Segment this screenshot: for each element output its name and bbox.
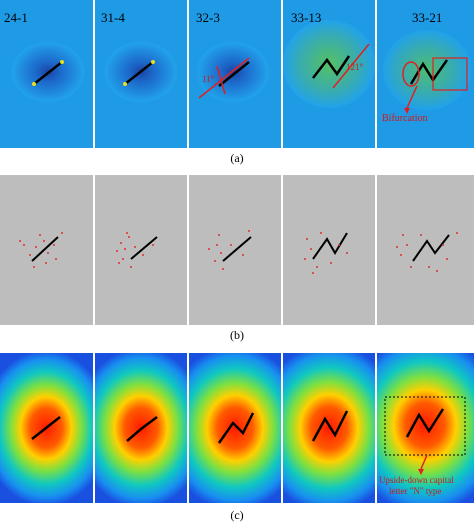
- strain-panel-33-13: [283, 0, 375, 148]
- strain-panel-24-1: [0, 0, 93, 148]
- stage-label: 33-13: [291, 10, 322, 25]
- damage-panel-3: [189, 175, 281, 325]
- heat-panel-3: [189, 353, 281, 503]
- crack-line: [312, 55, 351, 79]
- stage-label: 32-3: [196, 10, 220, 25]
- row-c-heat-maps: Upside-down capital letter "N" type: [0, 353, 474, 503]
- n-type-box: [384, 396, 466, 456]
- damage-panel-5: [377, 175, 474, 325]
- heat-panel-1: [0, 353, 93, 503]
- row-b-damage-maps: [0, 175, 474, 325]
- crack-line: [409, 59, 449, 85]
- n-type-annotation-line2: letter "N" type: [389, 486, 442, 496]
- heat-panel-4: [283, 353, 375, 503]
- angle-reference-line-2: [216, 65, 226, 95]
- angle-label: 121°: [346, 62, 364, 72]
- angle-reference-line: [198, 57, 250, 99]
- caption-a: (a): [230, 151, 244, 165]
- stage-label: 31-4: [101, 10, 125, 25]
- damage-panel-1: [0, 175, 93, 325]
- caption-c: (c): [230, 508, 244, 522]
- bifurcation-box: [432, 57, 468, 91]
- heat-panel-2: [95, 353, 187, 503]
- angle-reference-line: [332, 43, 370, 89]
- strain-panel-32-3: [189, 0, 281, 148]
- crack-line: [33, 61, 63, 85]
- angle-label: 11°: [202, 74, 215, 84]
- strain-panel-31-4: [95, 0, 187, 148]
- bifurcation-ring: [402, 61, 420, 87]
- crack-line: [124, 61, 154, 85]
- row-a-strain-fields: 24-1 31-4 32-3 33-13 33-21 11° 121° Bifu…: [0, 0, 474, 148]
- caption-b: (b): [230, 328, 244, 342]
- crack-line: [218, 61, 250, 87]
- damage-panel-4: [283, 175, 375, 325]
- n-type-annotation-line1: Upside-down capital: [379, 475, 454, 485]
- stage-label: 24-1: [4, 10, 28, 25]
- heat-panel-5: [377, 353, 474, 503]
- stage-label: 33-21: [412, 10, 443, 25]
- strain-panel-33-21: [377, 0, 474, 148]
- damage-panel-2: [95, 175, 187, 325]
- bifurcation-label: Bifurcation: [382, 113, 428, 124]
